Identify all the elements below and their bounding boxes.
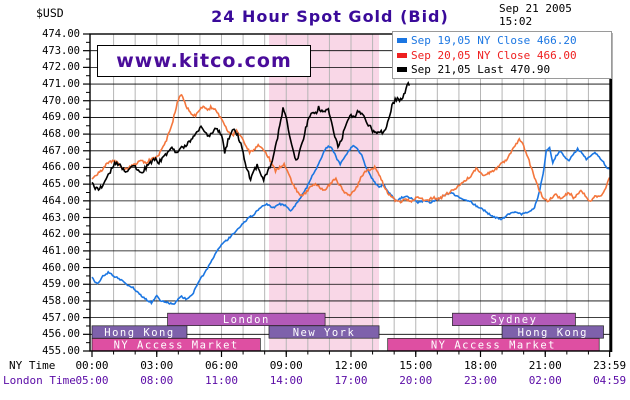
legend-swatch-black: [397, 67, 407, 73]
london-time-row-label: London Time: [3, 374, 76, 387]
y-axis-label: 468.00: [42, 128, 80, 141]
y-axis-label: 460.00: [42, 261, 80, 274]
report-time: 15:02: [499, 14, 533, 28]
y-axis-label: 463.00: [42, 211, 80, 224]
currency-label: $USD: [36, 6, 64, 20]
ny-time-label: 18:00: [463, 359, 498, 372]
ny-session-band: [268, 34, 380, 351]
y-axis-label: 461.00: [42, 244, 80, 257]
kitco-watermark: www.kitco.com: [97, 45, 311, 77]
london-time-label: 02:00: [528, 374, 562, 387]
y-axis-label: 459.00: [42, 278, 80, 291]
y-axis-label: 464.00: [42, 194, 80, 207]
series-line-sep-20-05: [91, 93, 610, 204]
ny-time-label: 00:00: [75, 359, 109, 372]
chart-legend: Sep 19,05 NY Close 466.20 Sep 20,05 NY C…: [392, 31, 612, 79]
ny-time-label: 12:00: [334, 359, 368, 372]
y-axis-label: 455.00: [42, 345, 80, 357]
y-axis-label: 465.00: [42, 178, 80, 191]
y-axis-label: 466.00: [42, 161, 80, 174]
market-bar-new-york: [268, 325, 380, 339]
y-axis-label: 456.00: [42, 328, 80, 341]
london-time-label: 23:00: [463, 374, 498, 387]
ny-time-label: 06:00: [204, 359, 239, 372]
legend-label: Sep 20,05 NY Close 466.00: [411, 48, 577, 62]
legend-label: Sep 21,05 Last 470.90: [411, 63, 551, 77]
report-datetime: Sep 21 2005 15:02: [499, 2, 572, 28]
y-axis-label: 474.00: [42, 28, 80, 40]
market-bar-label-hong-kong: Hong Kong: [518, 327, 588, 339]
ny-time-label: 03:00: [140, 359, 174, 372]
market-bar-label-ny-access-market: NY Access Market: [431, 339, 556, 351]
report-date: Sep 21 2005: [499, 2, 572, 15]
y-axis-label: 467.00: [42, 144, 80, 157]
market-bar-label-ny-access-market: NY Access Market: [114, 339, 239, 351]
london-time-label: 20:00: [399, 374, 433, 387]
london-time-label: 04:59: [593, 374, 627, 387]
legend-swatch-blue: [397, 37, 407, 43]
legend-item-sep20: Sep 20,05 NY Close 466.00: [397, 48, 611, 63]
legend-swatch-red: [397, 52, 407, 58]
y-axis-label: 469.00: [42, 111, 80, 124]
y-axis-label: 458.00: [42, 294, 80, 307]
london-time-label: 11:00: [204, 374, 239, 387]
london-time-label: 14:00: [269, 374, 303, 387]
page-title: 24 Hour Spot Gold (Bid): [211, 7, 449, 26]
market-bar-label-london: London: [223, 314, 270, 326]
market-bar-london: [167, 312, 326, 326]
series-line-sep-19-05: [91, 144, 610, 306]
london-time-label: 17:00: [334, 374, 368, 387]
y-axis-label: 471.00: [42, 78, 80, 91]
legend-label: Sep 19,05 NY Close 466.20: [411, 33, 577, 47]
market-bar-label-hong-kong: Hong Kong: [104, 327, 174, 339]
ny-time-label: 23:59: [593, 359, 627, 372]
price-series-group: [91, 81, 610, 306]
ny-time-label: 15:00: [399, 359, 433, 372]
market-bar-label-sydney: Sydney: [490, 314, 537, 326]
ny-time-label: 21:00: [528, 359, 562, 372]
y-axis-label: 470.00: [42, 94, 80, 107]
london-time-label: 05:00: [75, 374, 109, 387]
london-time-label: 08:00: [140, 374, 174, 387]
y-axis-label: 457.00: [42, 311, 80, 324]
ny-time-label: 09:00: [269, 359, 303, 372]
y-axis-label: 472.00: [42, 61, 80, 74]
y-axis-label: 462.00: [42, 228, 80, 241]
market-bar-label-new-york: New York: [293, 327, 356, 339]
legend-item-sep19: Sep 19,05 NY Close 466.20: [397, 33, 611, 48]
series-line-sep-21-05: [91, 81, 411, 192]
ny-time-row-label: NY Time: [9, 359, 56, 372]
y-axis-label: 473.00: [42, 44, 80, 57]
legend-item-sep21: Sep 21,05 Last 470.90: [397, 62, 611, 77]
